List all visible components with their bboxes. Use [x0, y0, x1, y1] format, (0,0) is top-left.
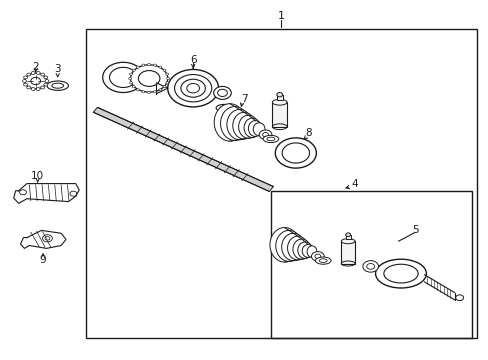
Ellipse shape — [147, 63, 150, 66]
Ellipse shape — [253, 123, 264, 136]
Ellipse shape — [259, 130, 271, 139]
Ellipse shape — [163, 69, 166, 71]
Ellipse shape — [45, 80, 49, 82]
Ellipse shape — [362, 261, 378, 272]
Ellipse shape — [167, 69, 218, 107]
Ellipse shape — [136, 89, 139, 91]
Bar — [271, 191, 471, 338]
Ellipse shape — [153, 64, 156, 66]
Bar — [345, 235, 350, 239]
Text: 6: 6 — [189, 55, 196, 66]
Text: 7: 7 — [241, 94, 247, 104]
Bar — [276, 95, 282, 100]
Ellipse shape — [31, 72, 35, 75]
Ellipse shape — [159, 89, 162, 91]
Ellipse shape — [159, 66, 162, 68]
Ellipse shape — [455, 295, 463, 301]
Ellipse shape — [41, 86, 44, 89]
Ellipse shape — [232, 112, 255, 139]
Ellipse shape — [375, 259, 426, 288]
Text: 10: 10 — [31, 171, 44, 181]
Ellipse shape — [31, 77, 41, 85]
Ellipse shape — [27, 73, 31, 76]
Ellipse shape — [220, 107, 248, 140]
Ellipse shape — [23, 83, 27, 86]
Ellipse shape — [25, 73, 46, 89]
Ellipse shape — [31, 87, 35, 90]
Bar — [272, 102, 286, 127]
Ellipse shape — [345, 233, 350, 237]
Bar — [341, 241, 354, 264]
Ellipse shape — [142, 91, 144, 93]
Ellipse shape — [275, 230, 302, 261]
Ellipse shape — [276, 93, 282, 97]
Ellipse shape — [275, 138, 316, 168]
Ellipse shape — [214, 104, 245, 141]
Ellipse shape — [129, 73, 132, 75]
Ellipse shape — [47, 81, 68, 90]
Text: 3: 3 — [54, 64, 61, 74]
Ellipse shape — [153, 91, 156, 93]
Ellipse shape — [142, 64, 144, 66]
Ellipse shape — [136, 66, 139, 68]
Ellipse shape — [287, 236, 307, 260]
Ellipse shape — [311, 252, 324, 261]
Ellipse shape — [263, 135, 278, 143]
Ellipse shape — [302, 244, 313, 257]
Ellipse shape — [297, 242, 312, 258]
Polygon shape — [93, 107, 273, 192]
Ellipse shape — [36, 72, 40, 75]
Ellipse shape — [315, 257, 330, 264]
Ellipse shape — [213, 86, 231, 99]
Ellipse shape — [44, 76, 48, 79]
Text: 8: 8 — [304, 128, 311, 138]
Ellipse shape — [41, 73, 44, 76]
Ellipse shape — [130, 65, 167, 92]
Ellipse shape — [238, 115, 258, 138]
Ellipse shape — [244, 118, 260, 138]
Ellipse shape — [281, 233, 305, 261]
Ellipse shape — [165, 73, 168, 75]
Ellipse shape — [166, 77, 169, 80]
Ellipse shape — [44, 83, 48, 86]
Ellipse shape — [22, 80, 26, 82]
Ellipse shape — [23, 76, 27, 79]
Ellipse shape — [341, 239, 354, 244]
Ellipse shape — [248, 121, 262, 136]
Ellipse shape — [128, 77, 131, 80]
Text: 9: 9 — [40, 255, 46, 265]
Ellipse shape — [163, 86, 166, 88]
Ellipse shape — [129, 82, 132, 84]
Ellipse shape — [132, 69, 135, 71]
Text: 4: 4 — [350, 179, 357, 189]
Ellipse shape — [27, 86, 31, 89]
Ellipse shape — [226, 109, 252, 140]
Text: 2: 2 — [32, 62, 39, 72]
Text: 5: 5 — [411, 225, 418, 235]
Ellipse shape — [165, 82, 168, 84]
Ellipse shape — [306, 246, 316, 257]
Ellipse shape — [147, 91, 150, 94]
Ellipse shape — [102, 62, 143, 93]
Ellipse shape — [36, 87, 40, 90]
Ellipse shape — [272, 99, 286, 105]
Ellipse shape — [132, 86, 135, 88]
Text: 1: 1 — [277, 11, 284, 21]
Ellipse shape — [269, 228, 299, 262]
Ellipse shape — [216, 104, 231, 112]
Ellipse shape — [292, 239, 310, 259]
Bar — [85, 29, 476, 338]
